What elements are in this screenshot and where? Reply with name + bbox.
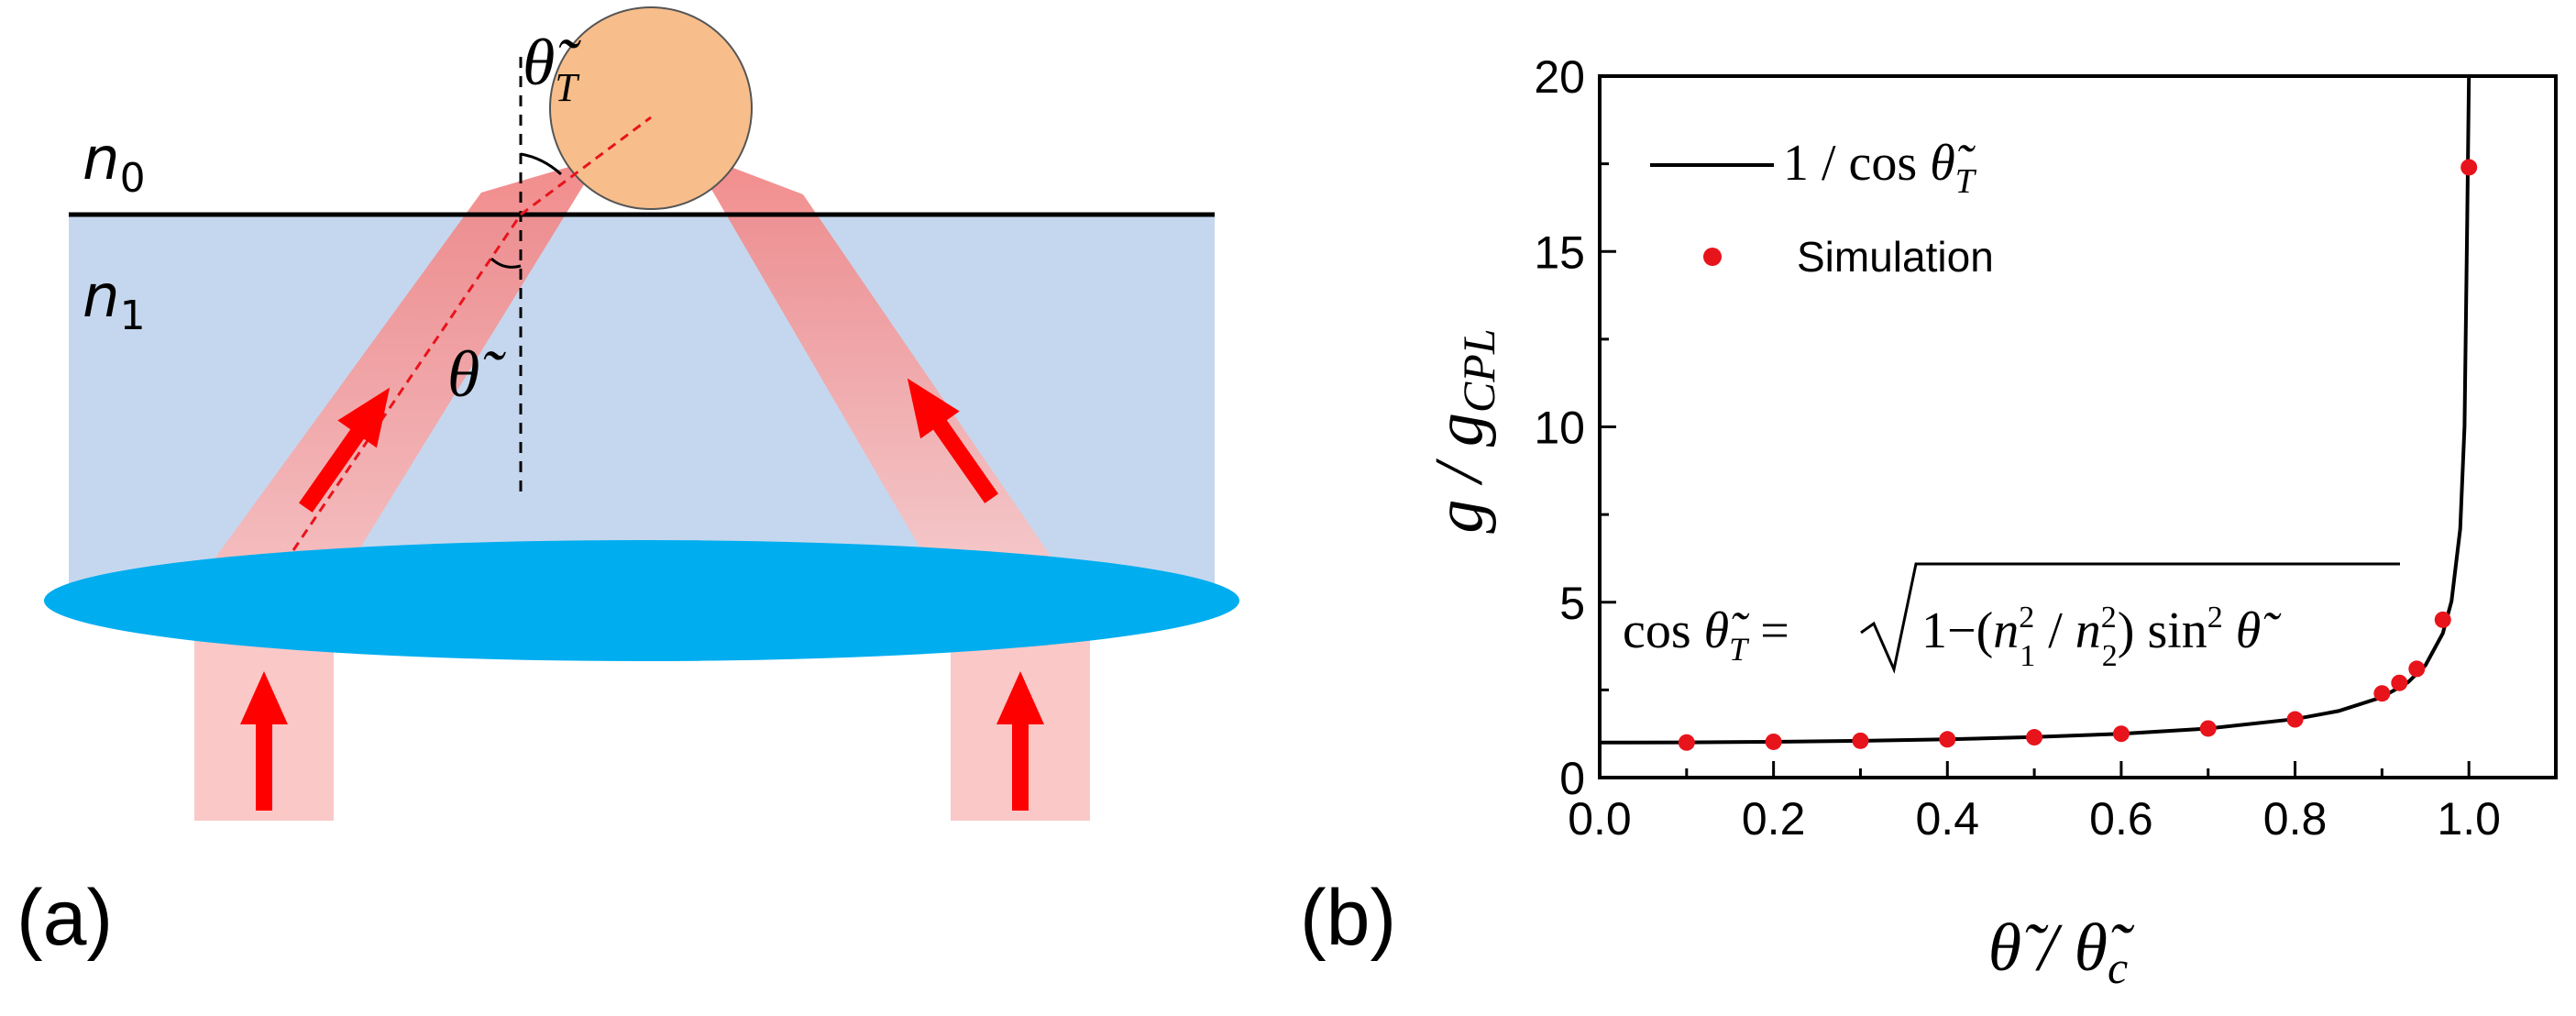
y-tick-label: 10: [1534, 403, 1585, 454]
ray-dashed-line-top: [520, 116, 652, 216]
panel-a-label: (a): [17, 874, 113, 962]
focused-beam-left: [213, 158, 600, 561]
simulation-point: [2199, 720, 2217, 737]
simulation-point: [2373, 685, 2391, 702]
axis-ticks: 0.0 0.2 0.4 0.6 0.8 1.0 0 5 10 15 20: [1534, 51, 2501, 845]
angle-arc-theta: [490, 257, 522, 269]
n1-label: n1: [83, 263, 146, 339]
x-tick-label: 0.2: [1742, 793, 1806, 845]
n0-label: n0: [83, 126, 146, 202]
arrow-up-left: [240, 671, 288, 811]
panel-a: n0 n1 θ̃ θ̃T (a): [17, 6, 1239, 962]
simulation-point: [2460, 159, 2478, 176]
points-layer: [1678, 159, 2478, 751]
simulation-point: [1765, 733, 1782, 750]
simulation-point: [1939, 731, 1956, 748]
arrow-up-right: [996, 671, 1044, 811]
x-tick-label: 0.8: [2263, 793, 2328, 845]
simulation-point: [2391, 674, 2408, 691]
arrow-diag-right: [907, 378, 998, 503]
ray-dashed-line: [292, 214, 523, 551]
x-tick-label: 0.0: [1568, 793, 1632, 845]
simulation-point: [1678, 734, 1695, 751]
y-axis-label: g / gCPL: [1422, 328, 1504, 533]
lens: [44, 540, 1239, 661]
legend-point-label: Simulation: [1797, 233, 1994, 281]
simulation-point: [2026, 729, 2043, 746]
y-tick-label: 20: [1534, 51, 1585, 103]
y-tick-label: 0: [1559, 753, 1585, 804]
y-tick-label: 15: [1534, 226, 1585, 278]
theta-t-label: θ̃T: [523, 26, 581, 110]
equation-text: cos θ̃T =: [1623, 602, 1789, 668]
legend-line-label: 1 / cos θ̃T: [1783, 135, 1977, 201]
simulation-point: [2286, 711, 2304, 728]
angle-arc-theta-t: [520, 152, 563, 176]
equation: cos θ̃T = 1−(n2 1 / n2 2) sin2 θ̃: [1623, 562, 2400, 674]
arrow-diag-left: [299, 387, 391, 513]
particle: [549, 6, 753, 210]
legend-point-swatch: [1703, 248, 1722, 266]
x-tick-label: 0.6: [2089, 793, 2153, 845]
panel-b-label: (b): [1300, 874, 1396, 962]
simulation-point: [2112, 725, 2130, 743]
simulation-point: [1852, 732, 1869, 749]
x-tick-label: 0.4: [1916, 793, 1980, 845]
legend: 1 / cos θ̃T Simulation: [1650, 135, 1994, 281]
y-tick-label: 5: [1559, 578, 1585, 629]
sqrt-sign: [1860, 562, 2400, 674]
simulation-point: [2434, 611, 2451, 628]
x-tick-label: 1.0: [2437, 793, 2501, 845]
simulation-point: [2408, 660, 2426, 678]
x-axis-label: θ̃ / θ̃c: [1988, 911, 2135, 993]
equation-radicand: 1−(n2 1 / n2 2) sin2 θ̃: [1921, 601, 2282, 673]
